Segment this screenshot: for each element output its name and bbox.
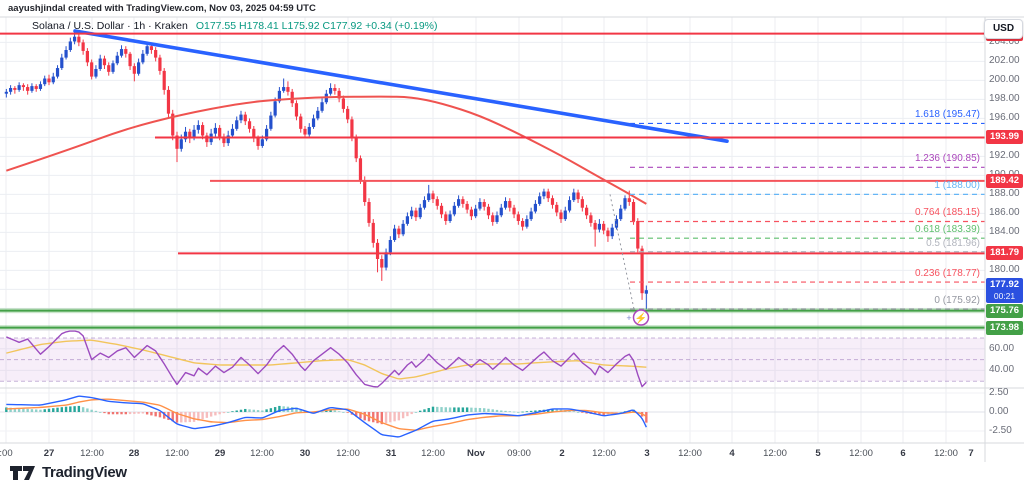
ohlc-values: O177.55 H178.41 L175.92 C177.92 +0.34 (+… [195, 20, 438, 32]
macd-signal-line [6, 398, 647, 431]
rsi-line [6, 330, 647, 388]
plus-icon: + [626, 313, 631, 323]
rsi-band [0, 338, 985, 382]
descending-trendline [73, 29, 729, 143]
lightning-icon: ⚡ [635, 312, 647, 325]
chart-canvas[interactable]: ⚡+ [0, 0, 1024, 465]
currency-toggle-button[interactable]: USD [984, 19, 1023, 39]
tradingview-logo-text: TradingView [42, 464, 127, 481]
sma-curve [6, 95, 647, 205]
tradingview-logo-icon [10, 465, 35, 480]
macd-line [6, 395, 647, 438]
grid-layer [0, 17, 985, 443]
current-price-value: 177.92 [989, 279, 1020, 291]
symbol-legend[interactable]: Solana / U.S. Dollar · 1h · Kraken O177.5… [32, 20, 438, 32]
tradingview-logo[interactable]: TradingView [10, 464, 127, 481]
current-price-tag: 177.92 00:21 [986, 278, 1023, 304]
candles-layer [4, 31, 648, 310]
attribution-watermark: aayushjindal created with TradingView.co… [8, 3, 316, 14]
bar-countdown: 00:21 [993, 291, 1016, 302]
symbol-title[interactable]: Solana / U.S. Dollar · 1h · Kraken [32, 20, 188, 32]
rsi-ma-line [6, 339, 647, 380]
fib-tool-icon [632, 309, 650, 326]
